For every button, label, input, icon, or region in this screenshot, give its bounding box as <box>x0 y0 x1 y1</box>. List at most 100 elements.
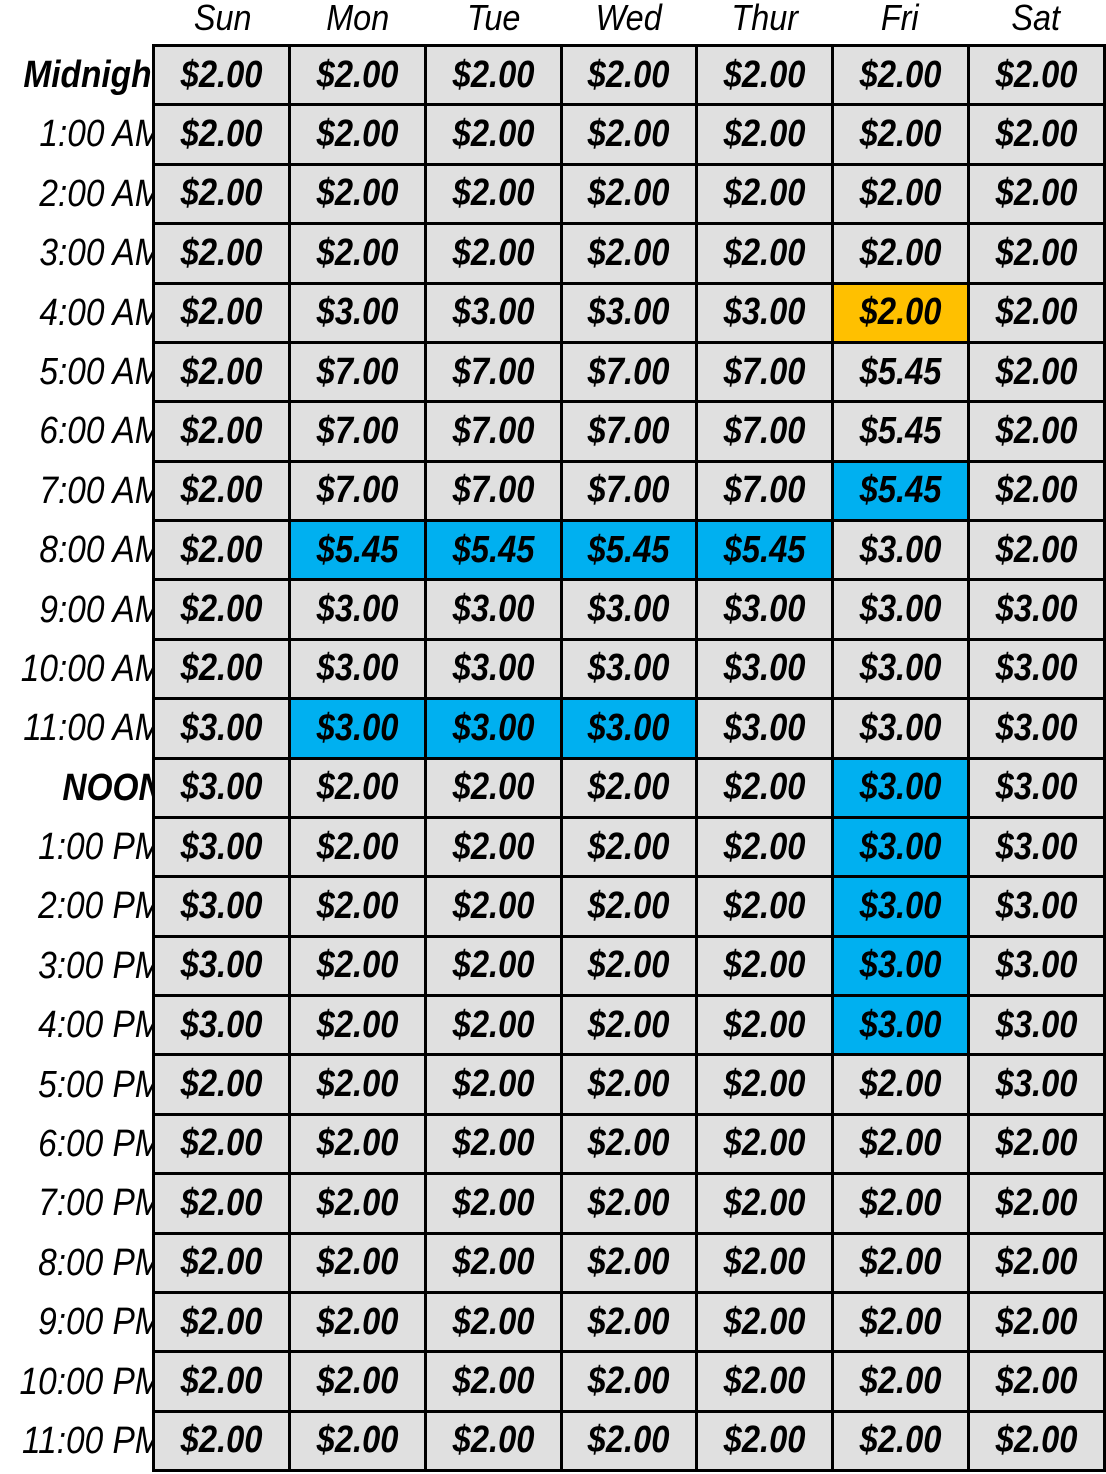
rate-cell: $2.00 <box>834 284 968 341</box>
rate-cell: $2.00 <box>426 818 560 876</box>
rate-cell: $5.45 <box>834 462 968 519</box>
rate-cell: $3.00 <box>155 937 288 994</box>
rate-value: $3.00 <box>995 1063 1078 1106</box>
rate-value: $7.00 <box>723 469 806 512</box>
rate-cell: $2.00 <box>834 106 968 163</box>
rate-value: $7.00 <box>316 350 399 393</box>
rate-cell: $7.00 <box>562 462 696 519</box>
rate-value: $2.00 <box>180 469 263 512</box>
row-label: 5:00 PM <box>38 1063 163 1106</box>
rate-cell: $2.00 <box>426 165 560 223</box>
rate-value: $2.00 <box>452 825 535 868</box>
rate-cell: $2.00 <box>698 997 832 1054</box>
rate-value: $3.00 <box>180 825 263 868</box>
rate-value: $2.00 <box>452 1122 535 1165</box>
rate-cell: $3.00 <box>562 640 696 698</box>
rate-value: $2.00 <box>859 1419 942 1462</box>
rate-cell: $7.00 <box>698 343 832 401</box>
rate-cell: $3.00 <box>834 759 968 816</box>
row-label: 5:00 AM <box>39 350 163 393</box>
rate-cell: $2.00 <box>426 1115 560 1173</box>
rate-cell: $2.00 <box>290 165 424 223</box>
rate-value: $2.00 <box>180 528 263 571</box>
rate-cell: $7.00 <box>698 462 832 519</box>
rate-cell: $2.00 <box>155 165 288 223</box>
rate-cell: $2.00 <box>426 1175 560 1232</box>
rate-cell: $2.00 <box>698 937 832 994</box>
row-label: 8:00 PM <box>38 1241 163 1284</box>
rate-value: $3.00 <box>316 588 399 631</box>
rate-value: $2.00 <box>995 469 1078 512</box>
rate-value: $2.00 <box>180 1241 263 1284</box>
rate-value: $2.00 <box>452 53 535 96</box>
rate-value: $3.00 <box>723 706 806 749</box>
row-label: 10:00 PM <box>19 1360 163 1403</box>
rate-value: $3.00 <box>452 588 535 631</box>
rate-value: $2.00 <box>452 766 535 809</box>
rate-value: $5.45 <box>859 350 942 393</box>
rate-cell: $2.00 <box>290 878 424 935</box>
rate-value: $3.00 <box>859 647 942 690</box>
rate-value: $2.00 <box>180 1300 263 1343</box>
rate-cell: $2.00 <box>562 225 696 282</box>
rate-cell: $2.00 <box>970 1115 1103 1173</box>
column-header-sat: Sat <box>1010 0 1060 38</box>
rate-cell: $2.00 <box>426 1234 560 1291</box>
rate-value: $2.00 <box>316 1063 399 1106</box>
rate-value: $2.00 <box>588 1063 670 1106</box>
rate-value: $3.00 <box>859 884 942 927</box>
rate-cell: $5.45 <box>290 522 424 579</box>
rate-cell: $2.00 <box>290 1115 424 1173</box>
rate-value: $2.00 <box>452 1300 535 1343</box>
rate-value: $7.00 <box>452 469 535 512</box>
rate-cell: $3.00 <box>290 581 424 638</box>
rate-value: $2.00 <box>180 588 263 631</box>
rate-value: $3.00 <box>995 647 1078 690</box>
rate-cell: $2.00 <box>290 225 424 282</box>
rate-cell: $3.00 <box>970 818 1103 876</box>
rate-cell: $7.00 <box>290 403 424 460</box>
rate-value: $5.45 <box>316 528 399 571</box>
rate-value: $2.00 <box>588 825 670 868</box>
rate-cell: $2.00 <box>834 1234 968 1291</box>
rate-cell: $2.00 <box>698 1056 832 1113</box>
rate-value: $7.00 <box>316 409 399 452</box>
rate-value: $2.00 <box>588 1122 670 1165</box>
rate-value: $2.00 <box>859 113 942 156</box>
column-header-thur: Thur <box>731 0 798 38</box>
rate-cell: $2.00 <box>698 818 832 876</box>
rate-value: $2.00 <box>723 1063 806 1106</box>
rate-value: $2.00 <box>452 113 535 156</box>
rate-value: $2.00 <box>995 1300 1078 1343</box>
rate-value: $3.00 <box>995 588 1078 631</box>
rate-value: $2.00 <box>588 944 670 987</box>
rate-value: $3.00 <box>316 291 399 334</box>
rate-value: $3.00 <box>859 825 942 868</box>
rate-cell: $2.00 <box>562 1293 696 1351</box>
rate-cell: $2.00 <box>155 462 288 519</box>
rate-value: $2.00 <box>859 1241 942 1284</box>
rate-value: $2.00 <box>316 231 399 274</box>
rate-value: $2.00 <box>995 528 1078 571</box>
rate-cell: $2.00 <box>290 1353 424 1410</box>
rate-value: $7.00 <box>452 409 535 452</box>
rate-cell: $3.00 <box>698 700 832 757</box>
rate-cell: $2.00 <box>426 759 560 816</box>
rate-cell: $2.00 <box>155 47 288 104</box>
rate-cell: $5.45 <box>698 522 832 579</box>
rate-cell: $3.00 <box>562 284 696 341</box>
rate-value: $2.00 <box>180 113 263 156</box>
rate-cell: $2.00 <box>426 106 560 163</box>
rate-value: $2.00 <box>180 291 263 334</box>
rate-cell: $2.00 <box>698 165 832 223</box>
rate-value: $2.00 <box>588 1241 670 1284</box>
rate-cell: $3.00 <box>155 759 288 816</box>
rate-value: $5.45 <box>588 528 670 571</box>
rate-value: $2.00 <box>859 291 942 334</box>
rate-value: $3.00 <box>180 706 263 749</box>
rate-value: $3.00 <box>588 647 670 690</box>
rate-value: $7.00 <box>723 350 806 393</box>
rate-cell: $2.00 <box>426 225 560 282</box>
rate-value: $2.00 <box>452 1003 535 1046</box>
rate-value: $2.00 <box>723 231 806 274</box>
